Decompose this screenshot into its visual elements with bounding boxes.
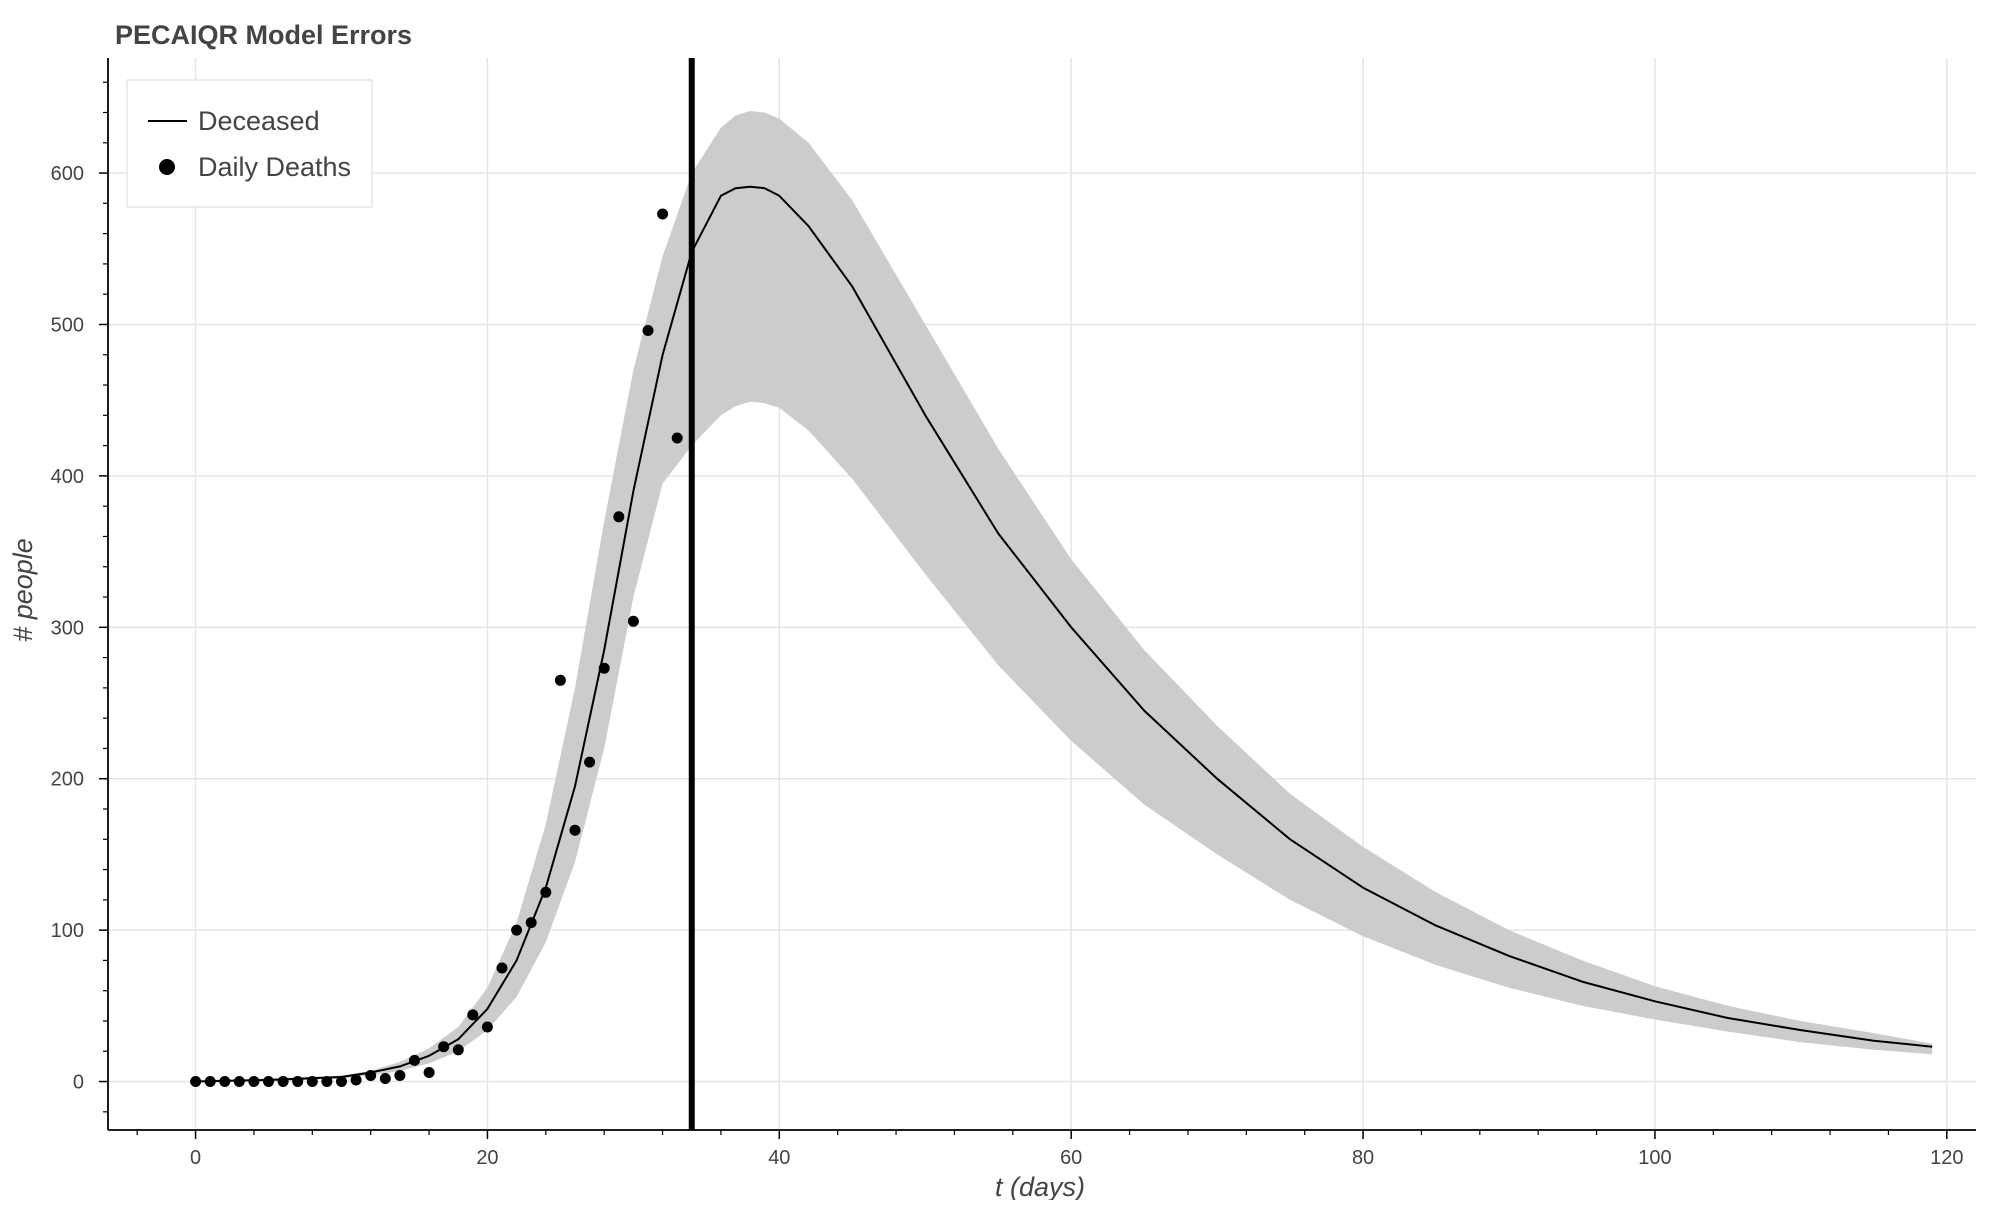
daily-deaths-point [394, 1070, 406, 1081]
daily-deaths-point [569, 824, 581, 836]
axes [99, 58, 1976, 1139]
daily-deaths-point [190, 1076, 202, 1087]
daily-deaths-point [438, 1041, 450, 1053]
legend: Deceased Daily Deaths [126, 79, 373, 208]
legend-label-daily-deaths: Daily Deaths [198, 152, 351, 182]
daily-deaths-point [336, 1076, 347, 1087]
tick-labels: 0 20 40 60 80 100 120 0 100 200 300 400 500 600 [51, 163, 1964, 1169]
legend-box [126, 79, 373, 208]
daily-deaths-point [409, 1054, 420, 1066]
chart-title: PECAIQR Model Errors [115, 20, 412, 50]
daily-deaths-point [657, 208, 669, 220]
y-tick-label: 400 [51, 466, 84, 488]
y-tick-label: 300 [51, 617, 84, 639]
daily-deaths-point [467, 1009, 479, 1021]
x-tick-label: 120 [1930, 1147, 1963, 1169]
error-band [195, 111, 1933, 1082]
x-tick-label: 0 [190, 1147, 201, 1169]
daily-deaths-point [671, 432, 683, 444]
x-tick-label: 80 [1352, 1147, 1374, 1169]
daily-deaths-point [263, 1076, 274, 1087]
y-tick-label: 100 [51, 920, 84, 942]
daily-deaths-point [277, 1076, 289, 1087]
daily-deaths-points-layer [190, 208, 683, 1087]
deceased-line [195, 185, 1933, 1083]
x-tick-label: 40 [768, 1147, 790, 1169]
daily-deaths-point [219, 1076, 231, 1087]
daily-deaths-point [511, 924, 523, 936]
daily-deaths-point [321, 1076, 333, 1087]
daily-deaths-point [423, 1067, 435, 1078]
daily-deaths-point [248, 1076, 260, 1087]
x-axis-label: t (days) [995, 1172, 1085, 1200]
legend-marker-swatch [159, 159, 175, 175]
daily-deaths-point [481, 1021, 493, 1033]
daily-deaths-point [642, 325, 654, 336]
daily-deaths-point [598, 662, 610, 674]
y-tick-label: 600 [51, 163, 84, 185]
daily-deaths-point [365, 1070, 377, 1081]
daily-deaths-point [233, 1076, 245, 1087]
x-tick-label: 60 [1060, 1147, 1082, 1169]
deceased-line-layer [195, 185, 1933, 1083]
y-axis-label: # people [8, 538, 38, 642]
daily-deaths-point [379, 1073, 391, 1084]
y-tick-label: 200 [51, 769, 84, 791]
daily-deaths-point [540, 886, 552, 898]
daily-deaths-point [496, 962, 508, 974]
daily-deaths-point [350, 1074, 362, 1086]
daily-deaths-point [292, 1076, 304, 1087]
error-band-layer [195, 111, 1933, 1082]
daily-deaths-point [554, 674, 566, 686]
daily-deaths-point [613, 511, 625, 523]
x-tick-label: 20 [476, 1147, 498, 1169]
daily-deaths-point [627, 615, 639, 627]
legend-label-deceased: Deceased [198, 106, 320, 136]
daily-deaths-point [525, 917, 537, 929]
y-tick-label: 0 [73, 1072, 84, 1094]
grid [108, 58, 1976, 1130]
daily-deaths-point [204, 1076, 216, 1087]
daily-deaths-point [306, 1076, 318, 1087]
y-tick-label: 500 [51, 314, 84, 336]
daily-deaths-point [584, 756, 596, 768]
x-tick-label: 100 [1638, 1147, 1671, 1169]
daily-deaths-point [452, 1044, 464, 1056]
